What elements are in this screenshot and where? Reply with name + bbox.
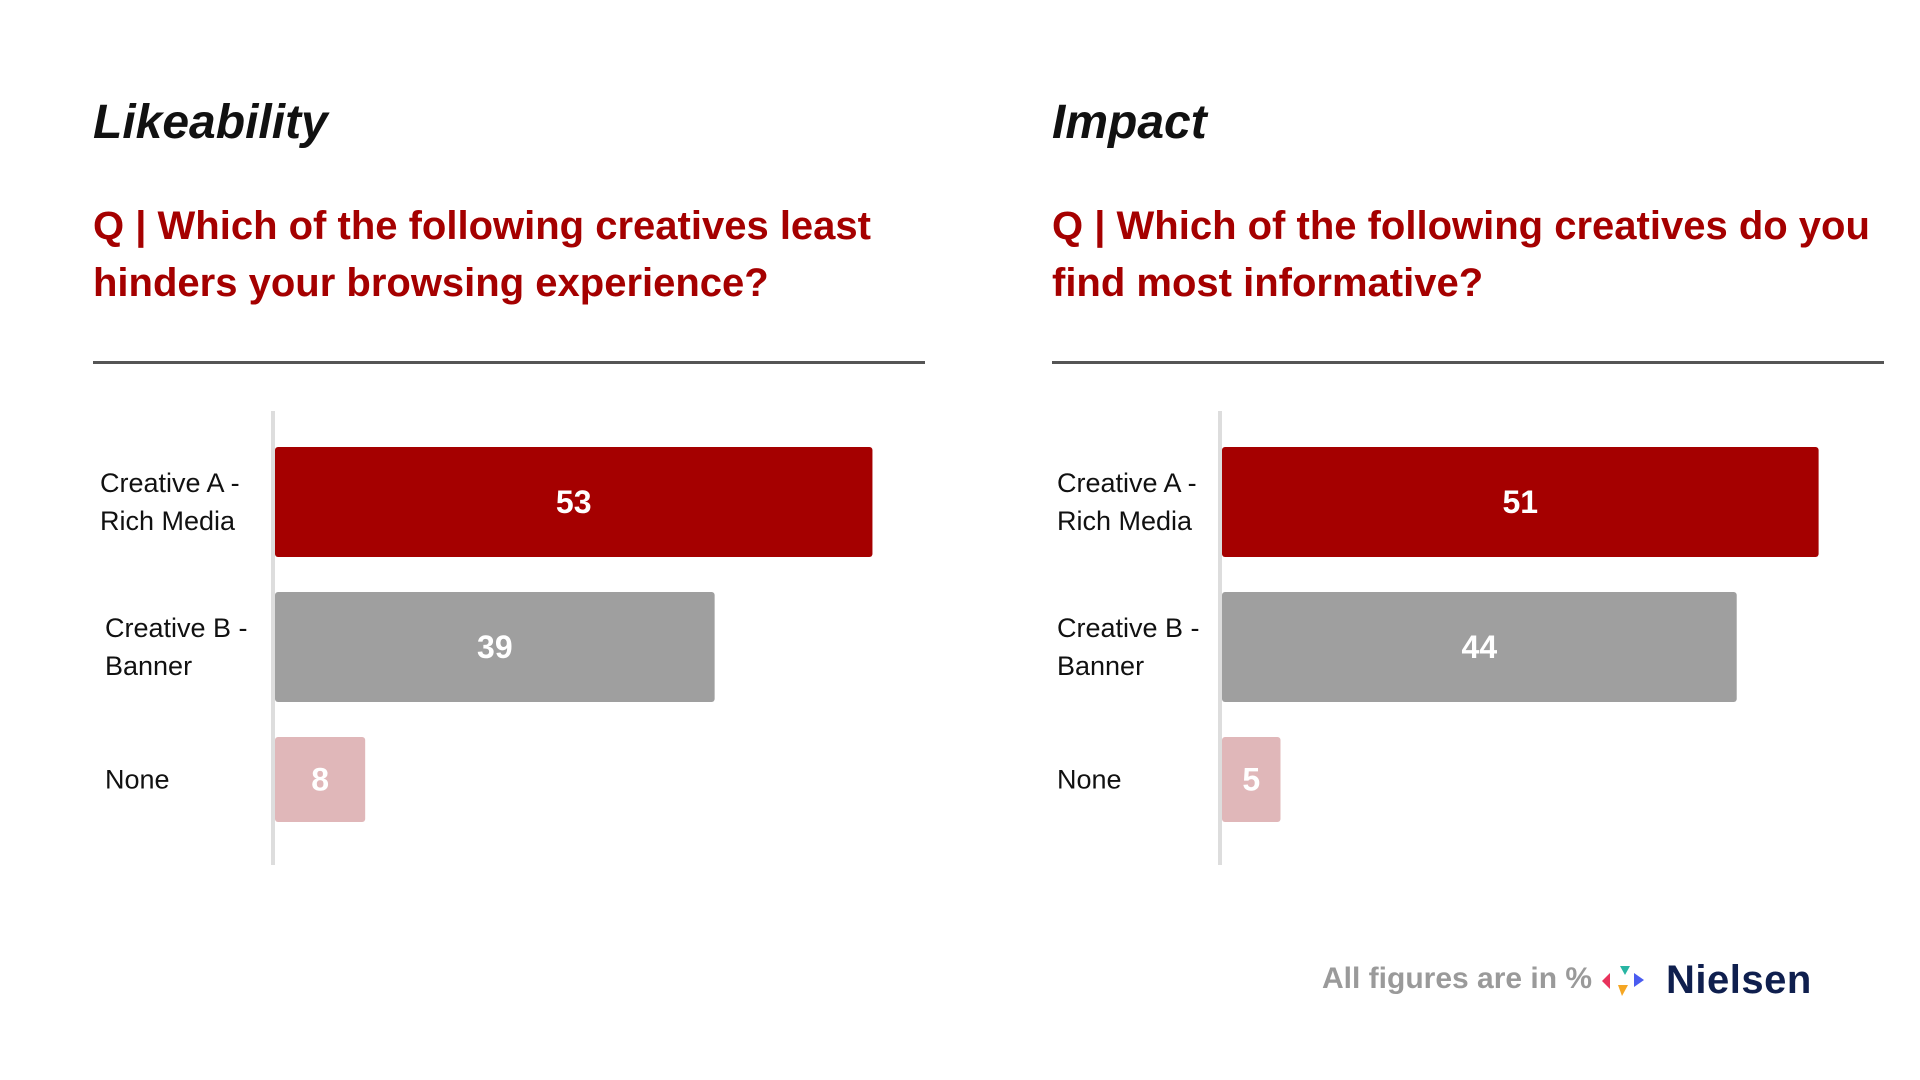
category-label-line: None bbox=[105, 765, 170, 795]
bar bbox=[275, 737, 366, 822]
category-label: None bbox=[105, 765, 170, 795]
category-label: Creative B - Banner bbox=[1057, 613, 1200, 681]
category-label-line: Banner bbox=[1057, 651, 1144, 681]
category-label: None bbox=[1057, 765, 1122, 795]
data-label: 8 bbox=[311, 762, 329, 798]
category-label-line: Creative A - bbox=[1057, 468, 1197, 498]
data-label: 44 bbox=[1462, 629, 1498, 665]
impact-panel: Impact Q | Which of the following creati… bbox=[1052, 0, 1892, 900]
divider bbox=[1052, 361, 1884, 364]
category-label: Creative B - Banner bbox=[105, 613, 248, 681]
bar bbox=[1222, 592, 1737, 702]
category-label-line: Creative B - bbox=[1057, 613, 1200, 643]
likeability-panel: Likeability Q | Which of the following c… bbox=[93, 0, 933, 900]
bar-chart: 53 Creative A - Rich Media 39 Creative B - Ba… bbox=[93, 405, 933, 865]
bar bbox=[1222, 737, 1281, 822]
brand-name: Nielsen bbox=[1666, 958, 1812, 1002]
question-text: Q | Which of the following creatives do … bbox=[1052, 204, 1870, 305]
chart-svg: 53 Creative A - Rich Media 39 Creative B - Ba… bbox=[100, 411, 873, 865]
data-label: 53 bbox=[556, 484, 592, 520]
nielsen-logo-icon bbox=[1602, 965, 1644, 996]
bar-chart: 51 Creative A - Rich Media 44 Creative B - Ba… bbox=[1052, 405, 1892, 865]
category-label-line: Creative A - bbox=[100, 468, 240, 498]
category-label-line: Creative B - bbox=[105, 613, 248, 643]
footnote: All figures are in % bbox=[1322, 962, 1593, 995]
data-label: 5 bbox=[1242, 762, 1260, 798]
chart-svg: 51 Creative A - Rich Media 44 Creative B - Ba… bbox=[1057, 411, 1819, 865]
bar bbox=[275, 447, 873, 557]
divider bbox=[93, 361, 925, 364]
category-label: Creative A - Rich Media bbox=[100, 468, 240, 536]
bar bbox=[1222, 447, 1819, 557]
bar bbox=[275, 592, 715, 702]
data-label: 51 bbox=[1503, 484, 1539, 520]
category-label: Creative A - Rich Media bbox=[1057, 468, 1197, 536]
category-label-line: None bbox=[1057, 765, 1122, 795]
category-label-line: Rich Media bbox=[1057, 506, 1193, 536]
question-text: Q | Which of the following creatives lea… bbox=[93, 204, 871, 305]
panel-title: Likeability bbox=[93, 96, 328, 149]
panel-title: Impact bbox=[1052, 96, 1207, 149]
nielsen-logo: Nielsen bbox=[1600, 958, 1812, 1003]
category-label-line: Rich Media bbox=[100, 506, 236, 536]
data-label: 39 bbox=[477, 629, 513, 665]
category-label-line: Banner bbox=[105, 651, 192, 681]
